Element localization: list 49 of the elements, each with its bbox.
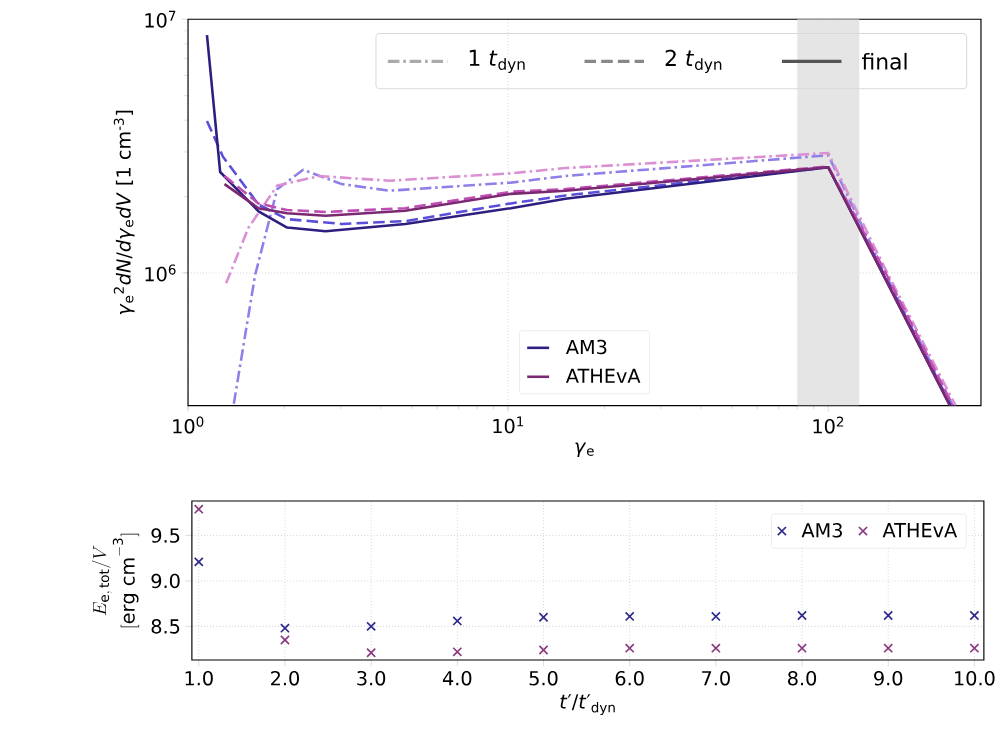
x-tick-label: 4.0 bbox=[442, 671, 472, 686]
point bbox=[883, 643, 894, 654]
x-tick-label: 7.0 bbox=[702, 671, 730, 686]
point bbox=[710, 611, 721, 622]
x-tick-label: 1.0 bbox=[185, 671, 213, 686]
x-tick-label: 10$^{0}$ bbox=[173, 416, 204, 434]
point bbox=[969, 643, 980, 654]
point bbox=[193, 504, 204, 515]
x-tick-label: 10.0 bbox=[955, 671, 995, 686]
legend-label: ATHEvA bbox=[882, 523, 958, 538]
point bbox=[452, 616, 463, 627]
annotation: final bbox=[862, 53, 907, 71]
point bbox=[624, 643, 635, 654]
y-tick-label: 8.5 bbox=[151, 619, 180, 634]
point bbox=[797, 610, 807, 621]
x-tick-label: 3.0 bbox=[357, 671, 386, 686]
annotation: 2 t$_{dyn}$ bbox=[665, 49, 722, 74]
y-axis-title: $\begin{array}{c}E_{\mathrm{e,\,tot}}/V\\ \mathrm{[erg\ cm^{-3}]}\end{array}$ bbox=[92, 534, 140, 628]
point bbox=[452, 647, 463, 657]
x-tick-label: 2.0 bbox=[271, 671, 299, 686]
legend-label: ATHEvA bbox=[565, 369, 641, 384]
point bbox=[710, 643, 721, 654]
point bbox=[969, 610, 980, 621]
legend-label: AM3 bbox=[801, 523, 842, 538]
point bbox=[797, 643, 807, 654]
point bbox=[538, 645, 549, 656]
point bbox=[280, 623, 290, 634]
point bbox=[280, 635, 290, 646]
x-tick-label: 10$^{1}$ bbox=[493, 416, 524, 434]
y-tick-label: 9.5 bbox=[151, 528, 180, 544]
x-tick-label: 9.0 bbox=[874, 671, 903, 686]
point bbox=[366, 648, 377, 658]
text: γ$_{e}$$^{2}$dN/dγ$_{e}$dV [1 cm$^{-3}$] bbox=[113, 111, 135, 315]
x-tick-label: 8.0 bbox=[788, 671, 817, 686]
x-tick-label: 6.0 bbox=[615, 671, 644, 686]
point bbox=[883, 610, 894, 621]
point bbox=[366, 621, 377, 632]
point bbox=[624, 611, 635, 622]
y-tick-label: 9.0 bbox=[151, 573, 180, 589]
x-tick-label: 5.0 bbox=[529, 671, 558, 686]
point bbox=[538, 612, 549, 623]
x-axis-title: t′/t′$_{dyn}$ bbox=[560, 694, 615, 716]
point bbox=[193, 557, 204, 568]
y-tick-label: 10$^{6}$ bbox=[145, 264, 176, 282]
legend-label: AM3 bbox=[565, 339, 607, 355]
annotation: 1 t$_{dyn}$ bbox=[469, 50, 525, 74]
x-tick-label: 10$^{2}$ bbox=[813, 416, 844, 434]
x-axis-title: γ$_{e}$ bbox=[575, 442, 594, 458]
y-tick-label: 10$^{7}$ bbox=[145, 11, 176, 28]
